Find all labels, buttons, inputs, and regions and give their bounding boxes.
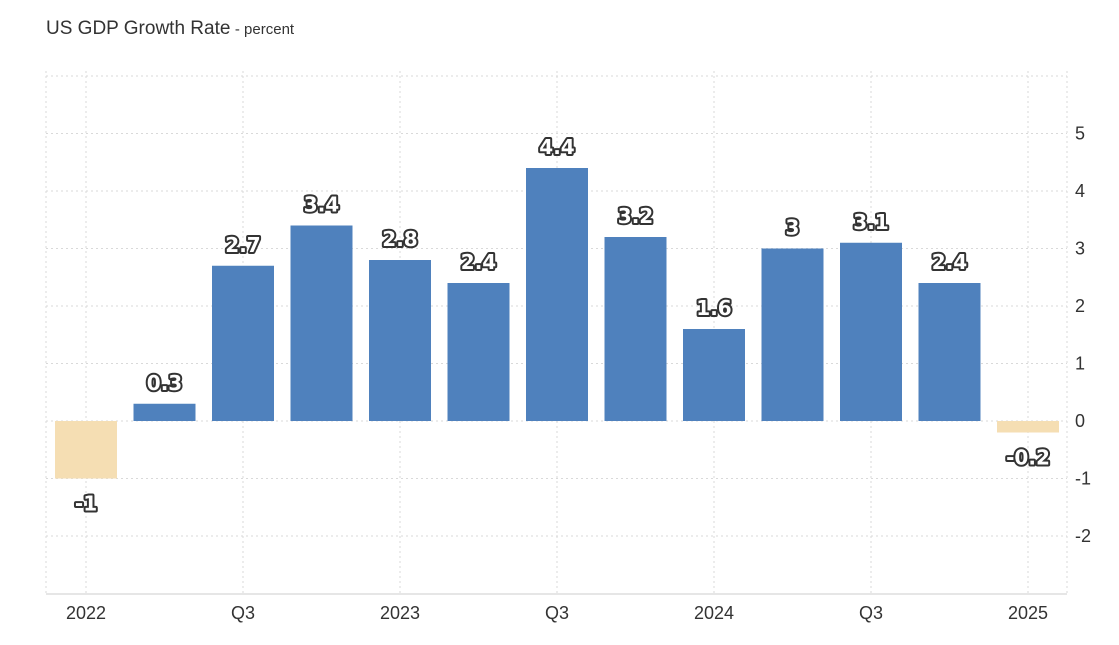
y-axis-ticks: 5 4 3 2 1 0 -1 -2 bbox=[1075, 124, 1091, 547]
bar-2024-q1 bbox=[683, 329, 745, 421]
bar-2024-q4 bbox=[918, 283, 981, 421]
y-tick-label: 2 bbox=[1075, 296, 1085, 316]
y-tick-label: 1 bbox=[1075, 354, 1085, 374]
y-tick-label: 4 bbox=[1075, 181, 1085, 201]
data-labels: -1 0.3 2.7 3.4 2.8 2.4 4.4 3.2 1.6 3 3.1 2.4 -0.2 bbox=[73, 133, 1052, 518]
x-tick-label: Q3 bbox=[859, 603, 883, 623]
chart-subtitle: - percent bbox=[234, 21, 295, 38]
bar-2023-q4 bbox=[604, 237, 667, 421]
data-label: 1.6 bbox=[696, 296, 731, 320]
data-label: 3.4 bbox=[304, 193, 339, 217]
bar-2024-q3 bbox=[840, 242, 902, 421]
x-tick-label: Q3 bbox=[231, 603, 255, 623]
bar-2024-q2 bbox=[761, 248, 824, 421]
data-label: 2.7 bbox=[225, 233, 260, 257]
data-label: 3.2 bbox=[618, 204, 653, 228]
data-label: 3.1 bbox=[853, 210, 888, 234]
bar-2023-q3 bbox=[526, 168, 588, 421]
x-tick-label: 2025 bbox=[1008, 603, 1048, 623]
bar-2022-q4 bbox=[290, 225, 353, 421]
data-label: 0.3 bbox=[147, 371, 182, 395]
bar-2022-q2 bbox=[133, 403, 196, 421]
data-label: 2.8 bbox=[382, 227, 417, 251]
y-tick-label: -2 bbox=[1075, 526, 1091, 546]
data-label: -0.2 bbox=[1006, 446, 1050, 470]
bar-2023-q1 bbox=[369, 260, 431, 421]
bars bbox=[55, 168, 1059, 479]
x-tick-label: 2023 bbox=[380, 603, 420, 623]
data-label: 2.4 bbox=[932, 250, 967, 274]
data-label: 2.4 bbox=[461, 250, 496, 274]
x-tick-label: 2022 bbox=[66, 603, 106, 623]
chart-title: US GDP Growth Rate - percent bbox=[46, 18, 294, 40]
data-label: 4.4 bbox=[539, 135, 574, 159]
x-tick-label: 2024 bbox=[694, 603, 734, 623]
bar-2023-q2 bbox=[447, 283, 510, 421]
bar-2025-q1 bbox=[997, 421, 1059, 433]
bar-2022-q3 bbox=[212, 265, 274, 421]
y-tick-label: 3 bbox=[1075, 239, 1085, 259]
y-tick-label: -1 bbox=[1075, 469, 1091, 489]
bar-2022-q1 bbox=[55, 421, 117, 479]
x-axis-ticks: 2022 Q3 2023 Q3 2024 Q3 2025 bbox=[66, 603, 1048, 623]
y-tick-label: 5 bbox=[1075, 124, 1085, 144]
data-label: -1 bbox=[75, 492, 97, 516]
x-tick-label: Q3 bbox=[545, 603, 569, 623]
y-tick-label: 0 bbox=[1075, 411, 1085, 431]
data-label: 3 bbox=[786, 216, 800, 240]
chart-title-text: US GDP Growth Rate bbox=[46, 18, 231, 39]
